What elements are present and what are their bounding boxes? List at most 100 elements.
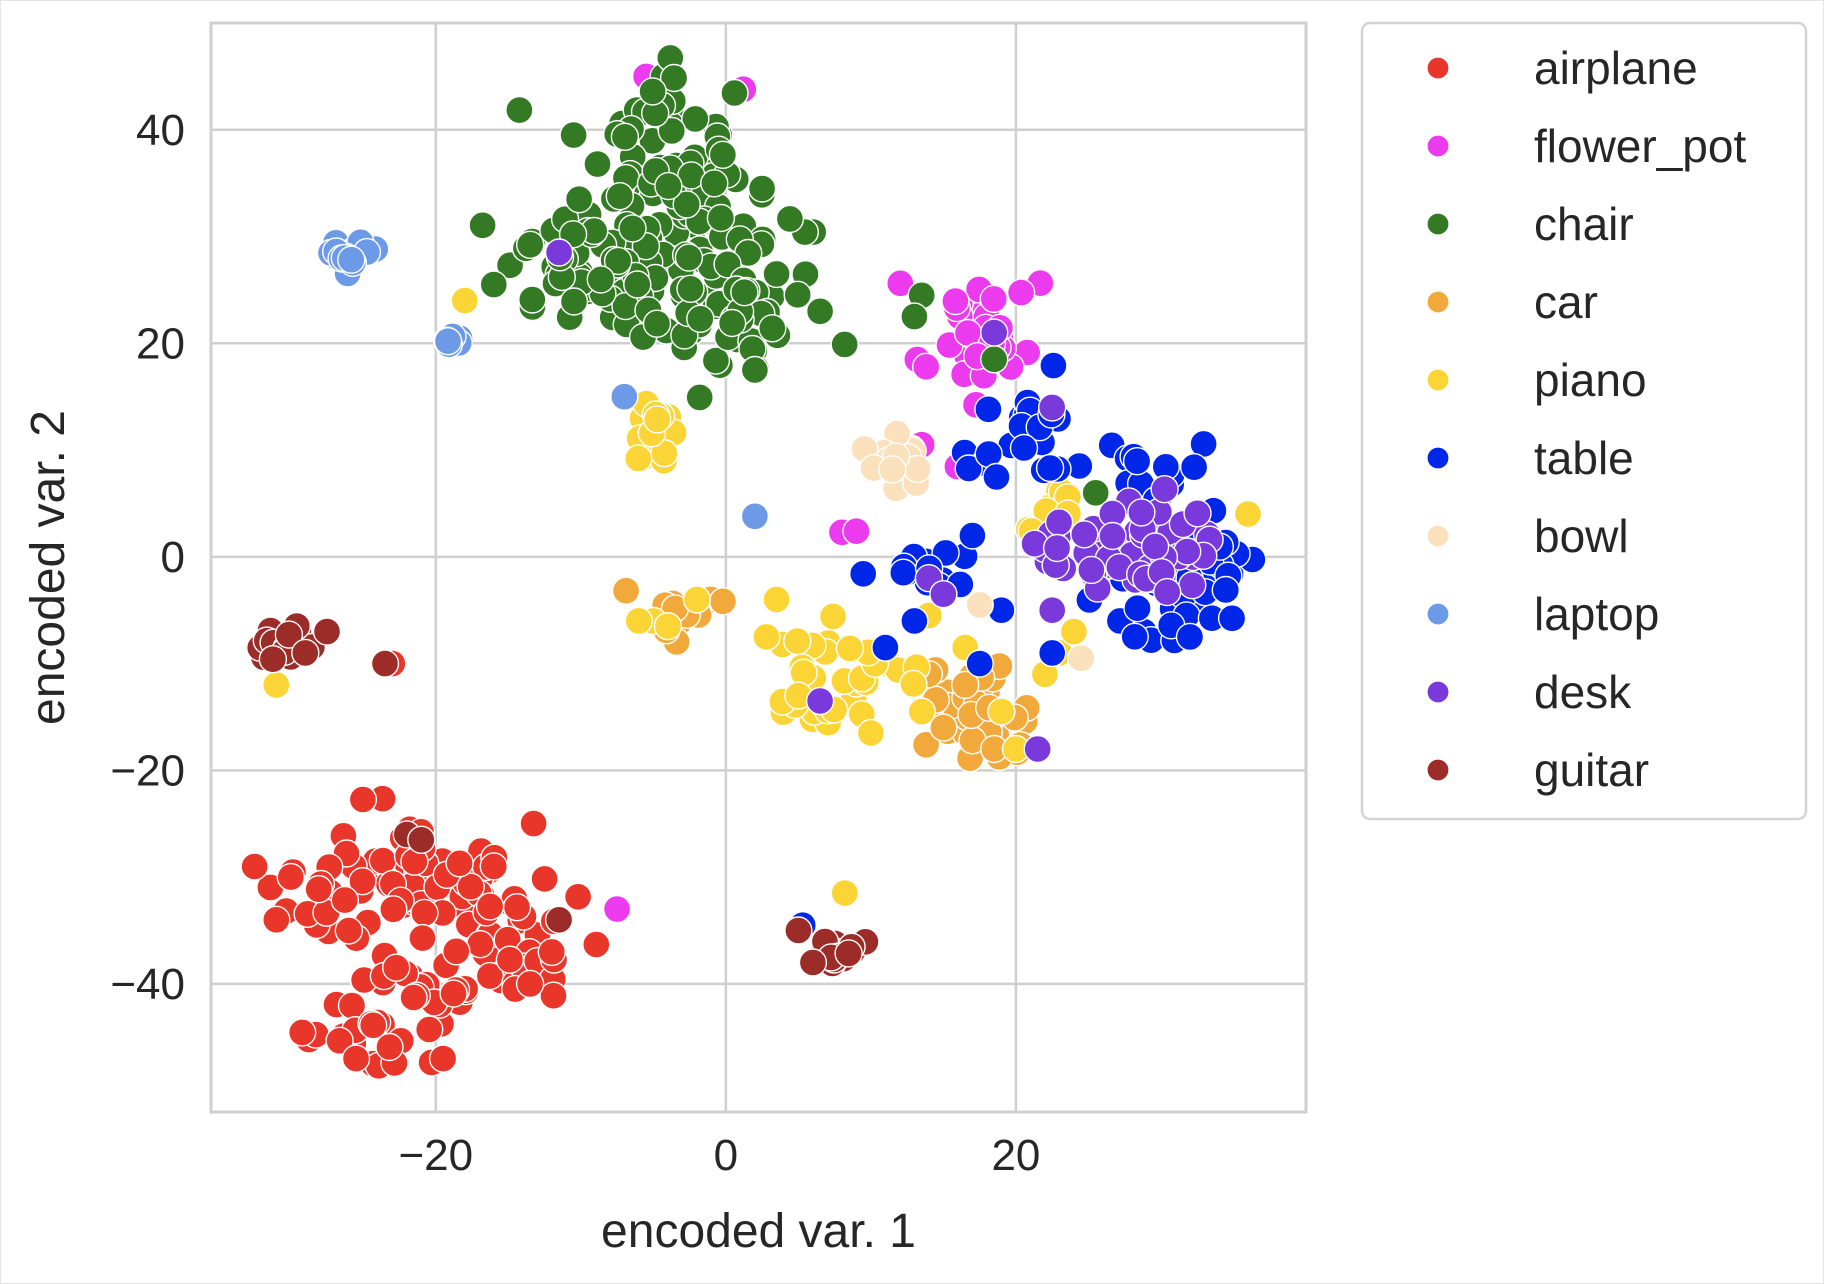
point-chair <box>516 230 545 260</box>
legend-marker-piano <box>1426 368 1450 392</box>
point-laptop <box>337 245 366 274</box>
point-desk <box>1037 393 1067 422</box>
point-airplane <box>456 872 485 901</box>
tick-labels: −20 0 20 −40 −20 0 20 40 <box>110 106 1040 1180</box>
point-airplane <box>479 852 508 881</box>
point-desk <box>1037 596 1067 625</box>
point-table <box>1217 604 1247 633</box>
point-table <box>965 649 994 678</box>
point-chair <box>638 77 667 106</box>
point-car <box>611 576 641 605</box>
point-chair <box>758 314 787 343</box>
point-chair <box>518 285 547 314</box>
x-tick-label: 20 <box>991 1131 1040 1180</box>
point-chair <box>730 278 759 307</box>
point-flower-pot <box>912 352 941 381</box>
legend-label-piano: piano <box>1534 354 1647 406</box>
point-desk <box>1042 533 1072 563</box>
point-chair <box>720 78 749 108</box>
point-airplane <box>537 937 566 967</box>
y-tick-label: −40 <box>110 960 185 1009</box>
point-airplane <box>502 893 532 922</box>
point-chair <box>717 308 747 338</box>
point-airplane <box>379 895 408 924</box>
point-bowl <box>965 590 994 620</box>
point-table <box>871 633 900 662</box>
point-desk <box>544 238 574 267</box>
point-piano <box>624 444 653 473</box>
point-table <box>1175 622 1205 652</box>
legend-marker-car <box>1426 290 1450 314</box>
point-chair <box>559 287 589 316</box>
point-chair <box>783 280 812 309</box>
point-chair <box>681 104 710 134</box>
legend-label-desk: desk <box>1534 666 1632 718</box>
legend-label-guitar: guitar <box>1534 744 1649 796</box>
legend-label-flower-pot: flower_pot <box>1534 120 1746 172</box>
point-table <box>849 559 878 588</box>
legend-label-table: table <box>1534 432 1634 484</box>
point-piano <box>783 626 812 656</box>
point-piano <box>1233 499 1263 529</box>
legend-marker-bowl <box>1426 524 1450 548</box>
point-table <box>1039 351 1068 380</box>
point-chair <box>623 270 652 299</box>
point-airplane <box>582 930 611 959</box>
legend-marker-airplane <box>1426 56 1450 80</box>
point-guitar <box>834 939 863 968</box>
point-chair <box>980 345 1009 374</box>
point-piano <box>450 286 479 315</box>
point-piano <box>1059 617 1089 646</box>
point-flower-pot <box>941 286 970 316</box>
y-tick-label: 0 <box>161 533 185 582</box>
legend-label-car: car <box>1534 276 1598 328</box>
point-chair <box>701 346 731 375</box>
point-airplane <box>341 1044 371 1073</box>
point-laptop <box>610 382 639 411</box>
point-table <box>1035 453 1065 483</box>
point-airplane <box>276 862 305 892</box>
point-airplane <box>240 852 269 881</box>
point-piano <box>818 602 848 631</box>
point-chair <box>700 169 729 198</box>
point-airplane <box>382 953 411 982</box>
point-guitar <box>291 638 320 668</box>
point-airplane <box>288 1018 317 1047</box>
point-airplane <box>515 969 545 999</box>
point-flower-pot <box>979 284 1008 314</box>
point-chair <box>672 190 701 219</box>
legend-label-laptop: laptop <box>1534 588 1659 640</box>
point-chair <box>603 246 633 276</box>
point-chair <box>564 184 594 214</box>
point-chair <box>674 243 704 272</box>
point-flower-pot <box>602 894 632 924</box>
point-desk <box>1140 532 1170 561</box>
plot-area-frame <box>209 21 1308 1114</box>
point-table <box>1120 622 1149 651</box>
point-chair <box>740 355 770 385</box>
point-airplane <box>304 875 333 904</box>
point-airplane <box>445 849 474 878</box>
point-airplane <box>530 864 559 894</box>
point-desk <box>929 580 958 609</box>
point-desk <box>1183 499 1212 528</box>
point-table <box>1009 433 1039 463</box>
legend-label-chair: chair <box>1534 198 1634 250</box>
legend-box <box>1360 21 1808 821</box>
point-airplane <box>348 785 378 814</box>
point-chair <box>747 174 777 203</box>
point-airplane <box>334 916 363 945</box>
point-guitar <box>798 948 828 977</box>
point-table <box>954 454 983 483</box>
point-piano <box>987 697 1016 726</box>
point-piano <box>624 606 653 636</box>
point-desk <box>1070 520 1099 549</box>
point-piano <box>907 697 936 726</box>
point-table <box>1211 575 1241 605</box>
point-table <box>1179 453 1209 482</box>
point-desk <box>805 686 835 716</box>
point-piano <box>262 670 291 700</box>
point-chair <box>708 140 738 170</box>
point-chair <box>657 116 686 146</box>
